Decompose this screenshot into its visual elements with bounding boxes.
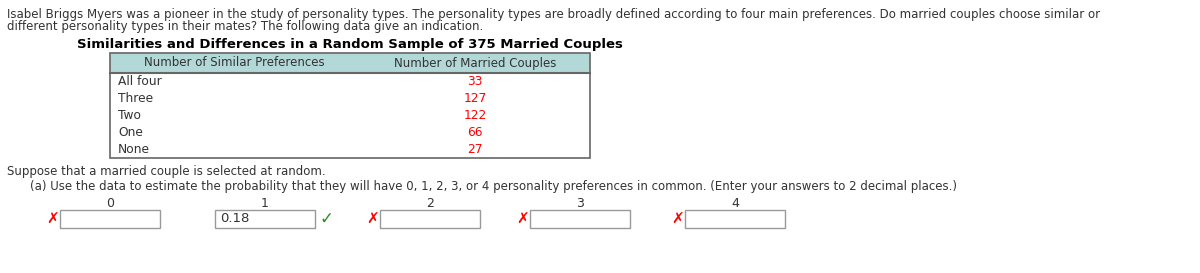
Text: 4: 4 — [731, 197, 739, 210]
Text: Three: Three — [118, 92, 154, 105]
Bar — [685, 210, 785, 228]
Text: 66: 66 — [467, 126, 482, 139]
Text: ✗: ✗ — [671, 212, 684, 227]
Text: Isabel Briggs Myers was a pioneer in the study of personality types. The persona: Isabel Briggs Myers was a pioneer in the… — [7, 8, 1100, 21]
Text: 122: 122 — [463, 109, 486, 122]
Text: ✓: ✓ — [319, 210, 332, 228]
Bar — [110, 53, 590, 73]
Text: Number of Married Couples: Number of Married Couples — [394, 57, 556, 70]
Text: Similarities and Differences in a Random Sample of 375 Married Couples: Similarities and Differences in a Random… — [77, 38, 623, 51]
Text: All four: All four — [118, 75, 162, 88]
Text: 1: 1 — [262, 197, 269, 210]
Text: One: One — [118, 126, 143, 139]
Text: ✗: ✗ — [46, 212, 59, 227]
Text: 27: 27 — [467, 143, 482, 156]
Bar — [380, 210, 480, 228]
Text: 0.18: 0.18 — [220, 212, 250, 225]
Text: 127: 127 — [463, 92, 486, 105]
Bar — [60, 210, 160, 228]
Text: ✗: ✗ — [366, 212, 379, 227]
Bar — [110, 53, 590, 158]
Text: 2: 2 — [426, 197, 434, 210]
Text: 0: 0 — [106, 197, 114, 210]
Bar — [215, 210, 314, 228]
Text: ✗: ✗ — [516, 212, 529, 227]
Text: Suppose that a married couple is selected at random.: Suppose that a married couple is selecte… — [7, 165, 325, 178]
Text: 3: 3 — [576, 197, 584, 210]
Text: different personality types in their mates? The following data give an indicatio: different personality types in their mat… — [7, 20, 484, 33]
Bar — [530, 210, 630, 228]
Text: Number of Similar Preferences: Number of Similar Preferences — [144, 57, 325, 70]
Text: (a) Use the data to estimate the probability that they will have 0, 1, 2, 3, or : (a) Use the data to estimate the probabi… — [30, 180, 958, 193]
Text: 33: 33 — [467, 75, 482, 88]
Text: Two: Two — [118, 109, 142, 122]
Text: None: None — [118, 143, 150, 156]
